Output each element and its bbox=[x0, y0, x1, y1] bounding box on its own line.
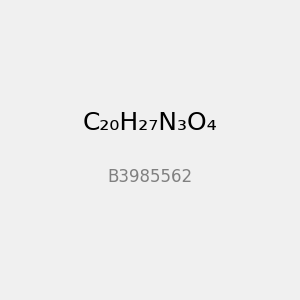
Text: C₂₀H₂₇N₃O₄: C₂₀H₂₇N₃O₄ bbox=[82, 111, 218, 135]
Text: B3985562: B3985562 bbox=[107, 168, 193, 186]
